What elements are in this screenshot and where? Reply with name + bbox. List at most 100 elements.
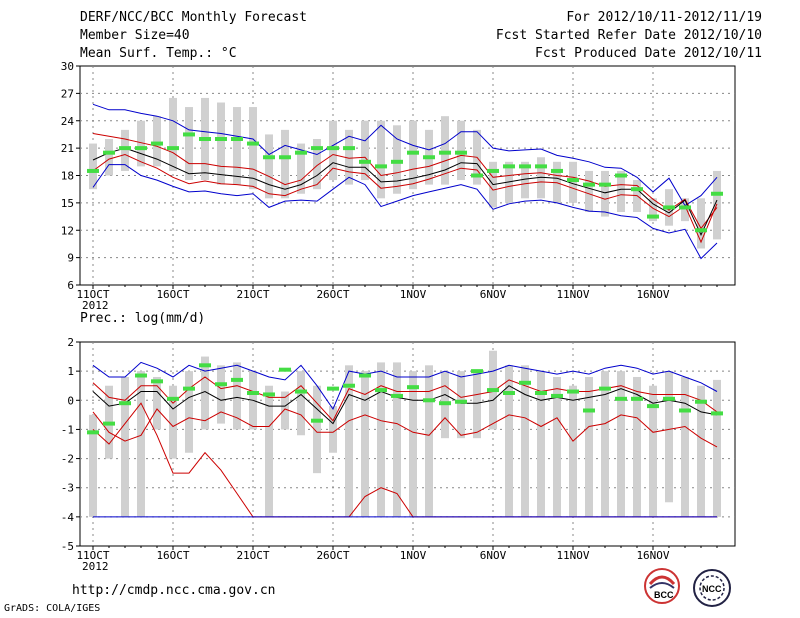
spread-box: [89, 414, 97, 517]
spread-box: [617, 371, 625, 517]
ncc-logo-text: NCC: [702, 584, 722, 594]
spread-box: [633, 376, 641, 517]
spread-box: [697, 198, 705, 249]
spread-box: [249, 107, 257, 190]
spread-box: [697, 385, 705, 517]
y-tick-label: -5: [61, 540, 74, 553]
y-tick-label: 21: [61, 142, 74, 155]
observed-marker: [455, 150, 467, 155]
forecast-period: For 2012/10/11-2012/11/19: [566, 10, 762, 25]
spread-box: [313, 385, 321, 474]
spread-box: [521, 365, 529, 517]
spread-box: [473, 371, 481, 439]
observed-marker: [695, 399, 707, 404]
observed-marker: [359, 373, 371, 378]
spread-box: [585, 170, 593, 212]
y-tick-label: 6: [67, 279, 74, 292]
observed-marker: [503, 164, 515, 169]
observed-marker: [439, 401, 451, 406]
observed-marker: [615, 396, 627, 401]
observed-marker: [711, 411, 723, 416]
spread-box: [681, 376, 689, 517]
observed-marker: [391, 393, 403, 398]
observed-marker: [343, 383, 355, 388]
spread-box: [201, 356, 209, 430]
series-line-p10: [92, 408, 718, 448]
spread-box: [217, 365, 225, 424]
series-line-max: [92, 361, 718, 411]
spread-box: [713, 379, 721, 517]
observed-marker: [567, 389, 579, 394]
observed-marker: [631, 187, 643, 192]
observed-marker: [583, 182, 595, 187]
observed-marker: [295, 150, 307, 155]
spread-box: [329, 406, 337, 453]
observed-marker: [263, 155, 275, 160]
spread-box: [313, 139, 321, 190]
x-tick-label: 21OCT: [236, 288, 269, 301]
observed-marker: [119, 401, 131, 406]
x-tick-label: 16OCT: [156, 288, 189, 301]
spread-box: [441, 116, 449, 185]
spread-box: [617, 170, 625, 212]
spread-box: [601, 170, 609, 217]
observed-marker: [263, 392, 275, 397]
spread-box: [649, 198, 657, 222]
observed-marker: [679, 205, 691, 210]
bcc-logo: BCC: [644, 568, 680, 604]
member-size: Member Size=40: [80, 28, 190, 43]
y-tick-label: -1: [61, 423, 74, 436]
plot-frame: [79, 65, 736, 286]
observed-marker: [231, 137, 243, 141]
spread-box: [585, 376, 593, 517]
spread-box: [425, 365, 433, 517]
observed-marker: [583, 408, 595, 413]
spread-box: [665, 371, 673, 503]
spread-box: [153, 116, 161, 167]
spread-box: [457, 120, 465, 181]
spread-box: [233, 107, 241, 185]
spread-box: [409, 371, 417, 517]
observed-marker: [311, 418, 323, 423]
spread-box: [377, 362, 385, 517]
observed-marker: [375, 164, 387, 169]
x-tick-label: 16OCT: [156, 549, 189, 562]
x-tick-label: 26OCT: [316, 549, 349, 562]
observed-marker: [135, 146, 147, 151]
observed-marker: [167, 396, 179, 401]
observed-marker: [519, 164, 531, 169]
y-tick-label: 2: [67, 336, 74, 349]
observed-marker: [567, 178, 579, 183]
source-url[interactable]: http://cmdp.ncc.cma.gov.cn: [72, 583, 276, 598]
y-tick-label: 15: [61, 197, 74, 210]
spread-box: [121, 376, 129, 517]
spread-box: [649, 385, 657, 517]
x-tick-label: 6NOV: [480, 549, 507, 562]
ncc-logo: NCC: [693, 569, 731, 607]
temperature-panel: 6 9 12 15 18 21 24 27 30 11OCT 16OCT 21OCT 26OCT 1NOV…: [61, 60, 736, 312]
observed-marker: [519, 380, 531, 385]
spread-box: [137, 120, 145, 167]
observed-marker: [87, 430, 99, 435]
observed-marker: [439, 150, 451, 155]
observed-marker: [183, 132, 195, 137]
y-tick-label: 0: [67, 394, 74, 407]
spread-box: [345, 129, 353, 185]
spread-box: [185, 371, 193, 453]
x-tick-label: 16NOV: [636, 549, 669, 562]
spread-box: [505, 365, 513, 517]
observed-marker: [183, 386, 195, 391]
observed-marker: [327, 386, 339, 391]
observed-marker: [503, 391, 515, 395]
observed-marker: [471, 173, 483, 178]
chart-title: DERF/NCC/BCC Monthly Forecast: [80, 10, 307, 25]
observed-marker: [455, 399, 467, 404]
series-line-min: [92, 164, 718, 260]
spread-box: [713, 170, 721, 240]
x-tick-label: 16NOV: [636, 288, 669, 301]
y-tick-label: 24: [61, 115, 75, 128]
observed-marker: [551, 393, 563, 398]
y-tick-label: 27: [61, 87, 74, 100]
x-tick-label: 11NOV: [556, 549, 589, 562]
y-tick-label: -2: [61, 453, 74, 466]
